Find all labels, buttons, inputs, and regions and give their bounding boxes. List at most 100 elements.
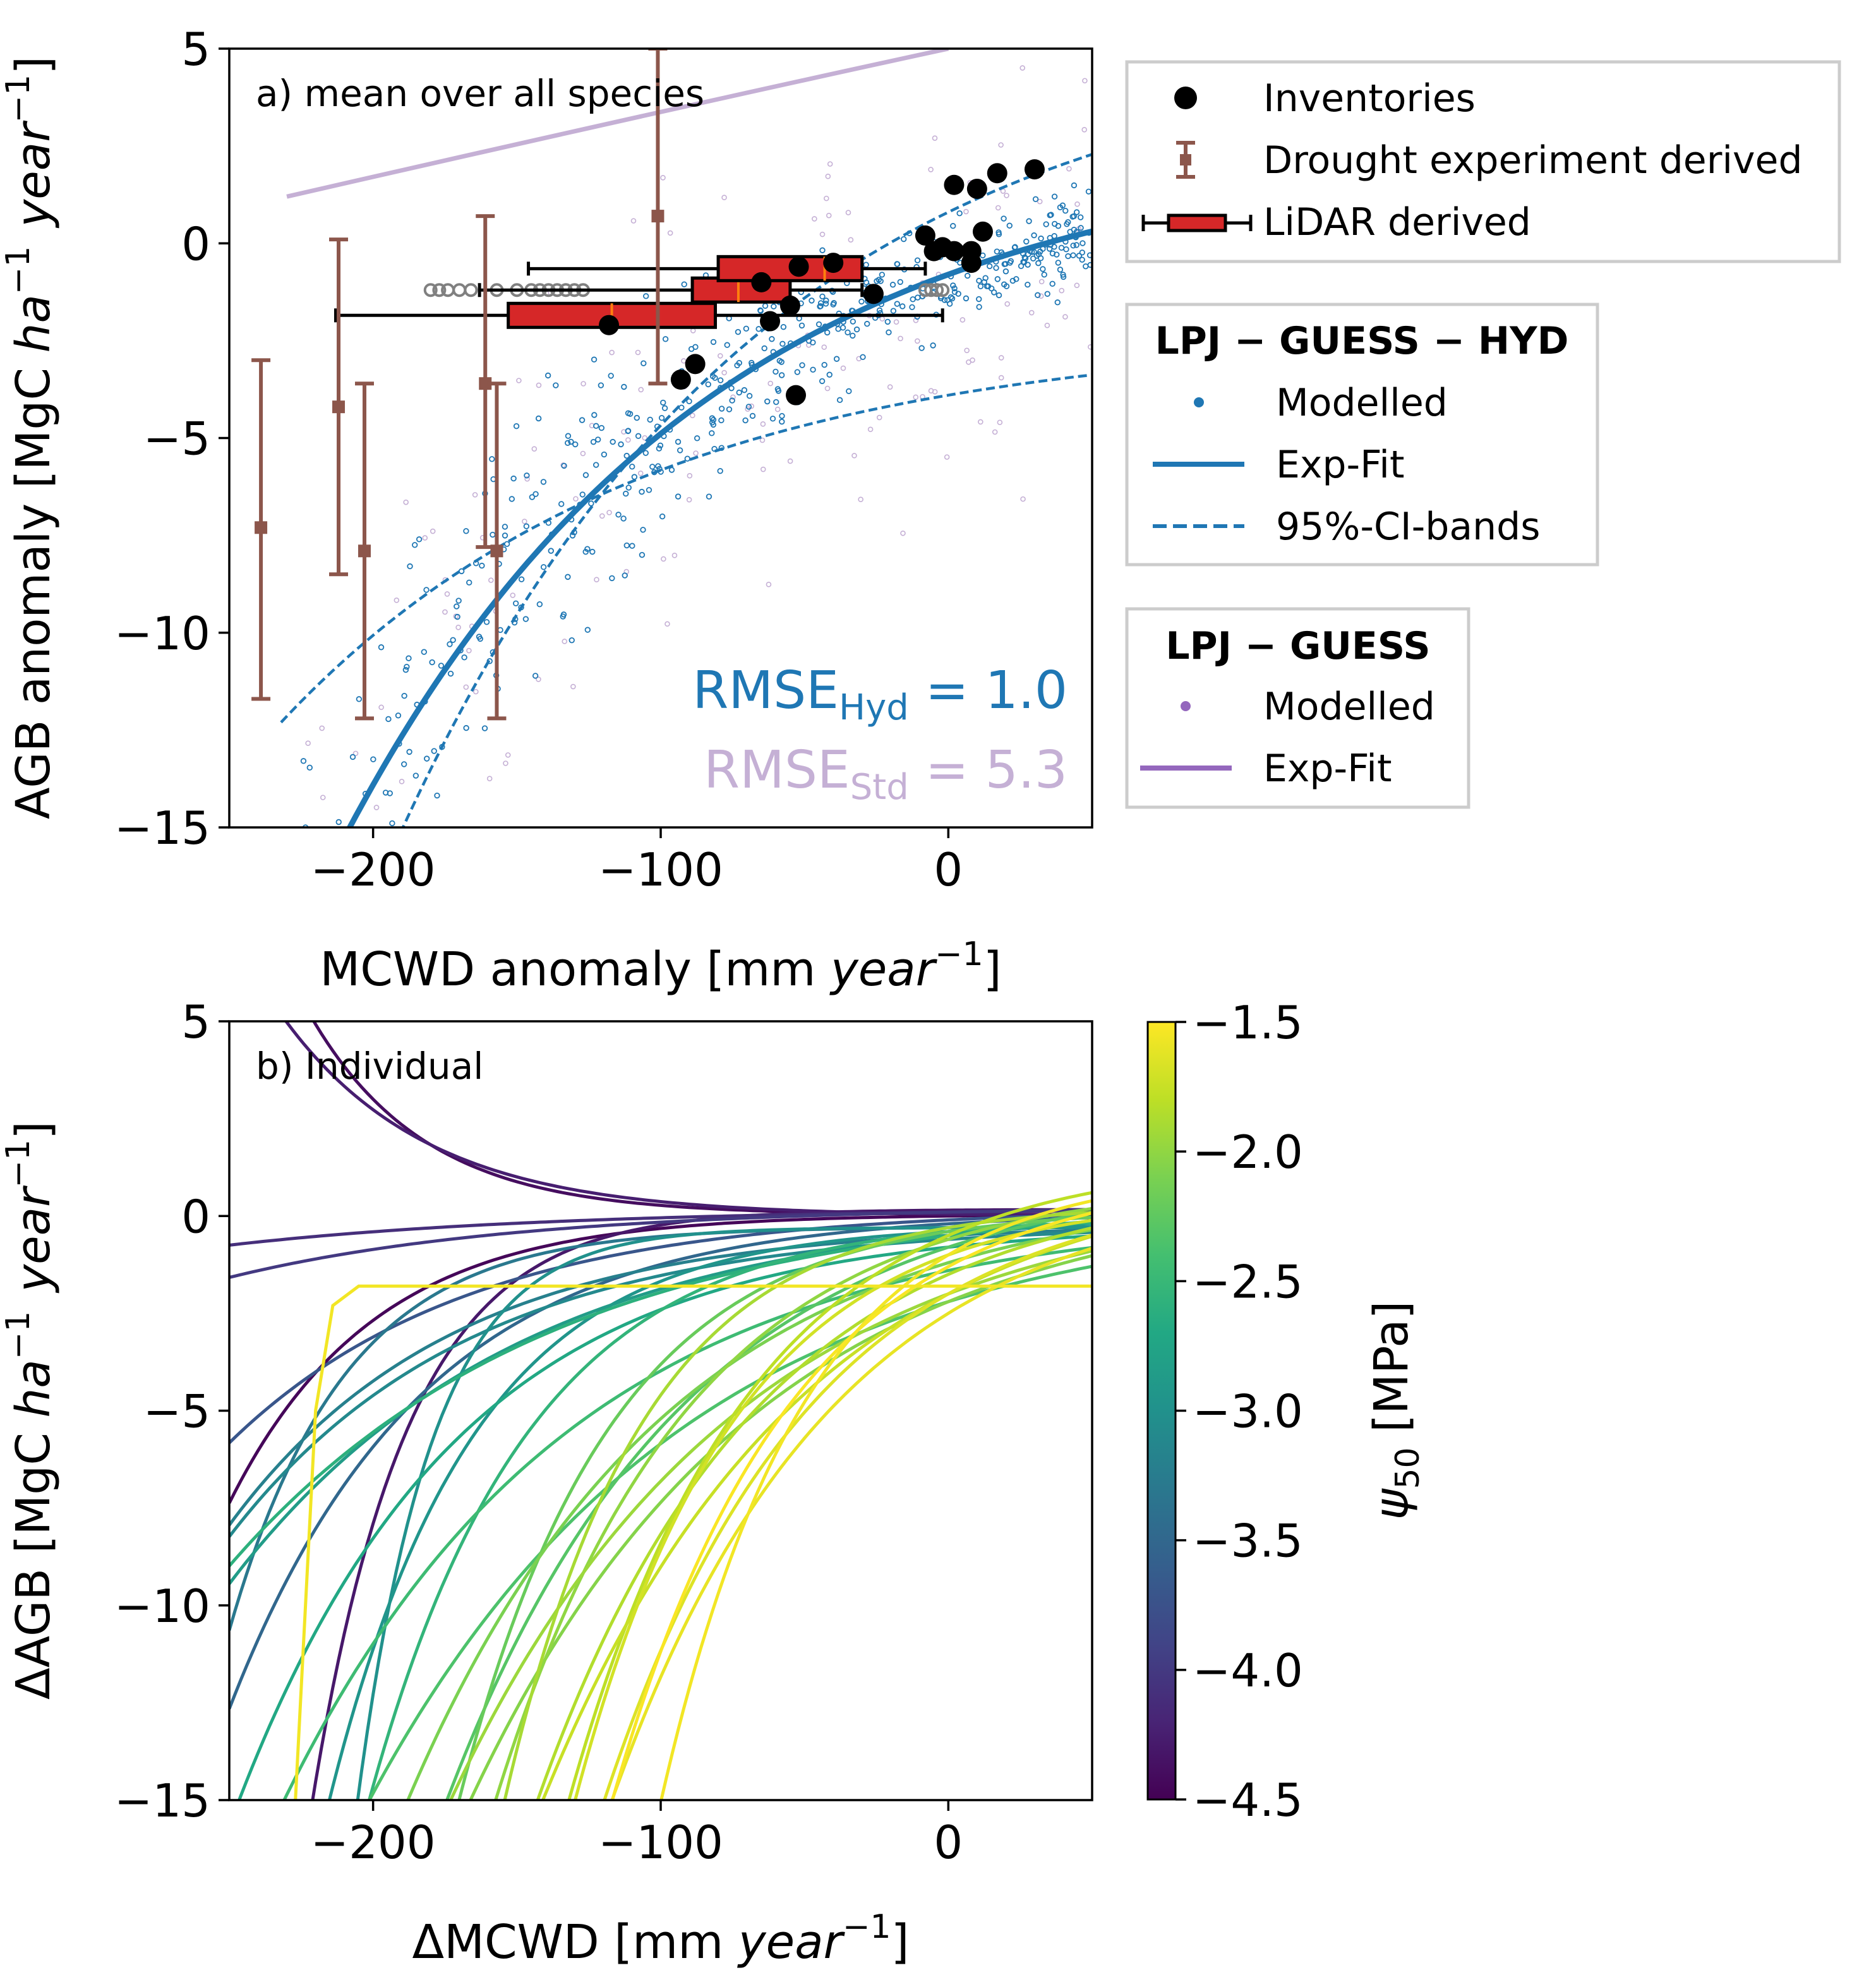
std-modelled-point xyxy=(963,208,969,215)
hyd-modelled-point xyxy=(1070,243,1076,249)
std-modelled-point xyxy=(671,553,678,558)
std-modelled-point xyxy=(848,237,854,243)
hyd-modelled-point xyxy=(822,301,829,307)
hyd-modelled-point xyxy=(1032,196,1039,203)
hyd-modelled-point xyxy=(598,382,604,388)
hyd-modelled-point xyxy=(291,892,296,898)
hyd-modelled-point xyxy=(735,328,742,335)
std-modelled-point xyxy=(580,381,586,387)
legend-hyd-modelled-label: Modelled xyxy=(1276,381,1448,425)
hyd-modelled-point xyxy=(584,627,591,633)
panel-b-ylabel-italic: ha xyxy=(6,1359,61,1417)
hyd-modelled-point xyxy=(510,475,517,482)
std-modelled-point xyxy=(635,349,641,356)
hyd-modelled-point xyxy=(864,321,870,327)
hyd-modelled-point xyxy=(522,616,529,622)
hyd-modelled-point xyxy=(755,326,762,332)
panel-b-xlabel-main: ΔMCWD [mm xyxy=(412,1915,738,1969)
std-modelled-point xyxy=(522,519,527,524)
hyd-modelled-point xyxy=(930,342,936,349)
std-modelled-point xyxy=(840,365,846,371)
inventory-point xyxy=(599,315,620,335)
hyd-modelled-point xyxy=(463,724,469,731)
hyd-modelled-point xyxy=(951,289,958,296)
hyd-modelled-point xyxy=(1079,256,1085,263)
hyd-modelled-point xyxy=(406,748,412,755)
hyd-modelled-point xyxy=(1038,235,1044,242)
hyd-modelled-point xyxy=(476,634,483,640)
panel-a-title: a) mean over all species xyxy=(256,72,704,115)
std-modelled-point xyxy=(1028,309,1035,316)
inventory-point xyxy=(751,272,772,292)
hyd-modelled-point xyxy=(374,908,379,913)
legend-hyd: LPJ − GUESS − HYD Modelled Exp-Fit 95%-C… xyxy=(1125,303,1599,567)
hyd-modelled-point xyxy=(590,438,597,445)
hyd-modelled-point xyxy=(591,356,598,363)
hyd-modelled-point xyxy=(951,285,958,292)
std-modelled-point xyxy=(374,839,378,843)
std-modelled-point xyxy=(455,625,461,630)
hyd-modelled-point xyxy=(826,371,833,378)
hyd-modelled-point xyxy=(463,528,469,534)
colorbar-label-psi: ψ xyxy=(1364,1488,1419,1520)
std-modelled-point xyxy=(573,496,579,502)
hyd-modelled-point xyxy=(640,360,647,366)
hyd-modelled-point xyxy=(579,417,586,423)
hyd-modelled-point xyxy=(629,543,635,549)
hyd-modelled-point xyxy=(860,354,866,361)
hyd-modelled-point xyxy=(894,261,901,267)
hyd-modelled-point xyxy=(836,397,843,404)
inventory-point xyxy=(786,385,807,405)
hyd-modelled-point xyxy=(1065,219,1071,225)
hyd-modelled-point xyxy=(1057,204,1064,210)
hyd-modelled-point xyxy=(309,935,314,940)
hyd-modelled-point xyxy=(717,377,724,383)
hyd-modelled-point xyxy=(726,406,733,412)
std-modelled-point xyxy=(749,403,754,409)
hyd-modelled-point xyxy=(1047,212,1053,219)
panel-a-ylabel-sup2: −1 xyxy=(0,75,37,123)
plateau-curve xyxy=(294,1284,1092,1800)
hyd-modelled-point xyxy=(639,488,645,495)
hyd-modelled-point xyxy=(1054,299,1061,306)
std-modelled-point xyxy=(637,470,644,476)
hyd-modelled-point xyxy=(1001,215,1007,222)
legend-hyd-expfit-label: Exp-Fit xyxy=(1276,443,1405,487)
hyd-modelled-point xyxy=(810,366,816,373)
hyd-modelled-point xyxy=(1077,214,1084,220)
hyd-modelled-point xyxy=(1002,268,1009,275)
hyd-modelled-point xyxy=(416,536,423,543)
std-modelled-point xyxy=(721,195,727,200)
hyd-modelled-point xyxy=(963,295,970,302)
individual-curve xyxy=(536,1226,1092,1800)
hyd-expfit-line xyxy=(346,228,1092,827)
std-modelled-point xyxy=(324,902,328,906)
hyd-modelled-point xyxy=(313,830,318,835)
std-modelled-point xyxy=(394,598,400,603)
hyd-modelled-point xyxy=(1076,253,1083,259)
std-modelled-point xyxy=(1066,165,1072,172)
hyd-modelled-point xyxy=(660,399,666,406)
hyd-modelled-point xyxy=(1078,225,1084,231)
legend-std-title: LPJ − GUESS xyxy=(1165,624,1430,668)
drought-mean xyxy=(490,544,503,558)
hyd-modelled-point xyxy=(455,598,462,604)
y-tick-label: 5 xyxy=(181,995,210,1048)
x-tick-label: 0 xyxy=(934,843,963,896)
hyd-modelled-point xyxy=(742,417,749,424)
hyd-modelled-point xyxy=(401,761,407,767)
hyd-modelled-point xyxy=(746,393,753,399)
hyd-modelled-point xyxy=(540,564,547,570)
inventory-point xyxy=(760,311,781,332)
hyd-modelled-point xyxy=(956,210,963,217)
hyd-modelled-point xyxy=(1087,261,1092,268)
std-modelled-point xyxy=(845,210,851,215)
panel-b-ylabel-end: ] xyxy=(6,1121,61,1139)
hyd-modelled-point xyxy=(609,575,615,582)
std-modelled-point xyxy=(1082,78,1088,84)
hyd-modelled-point xyxy=(625,428,632,434)
hyd-modelled-point xyxy=(532,491,539,497)
std-modelled-point xyxy=(306,964,310,968)
colorbar-tick-label: −4.0 xyxy=(1193,1644,1303,1697)
hyd-modelled-point xyxy=(819,293,826,300)
